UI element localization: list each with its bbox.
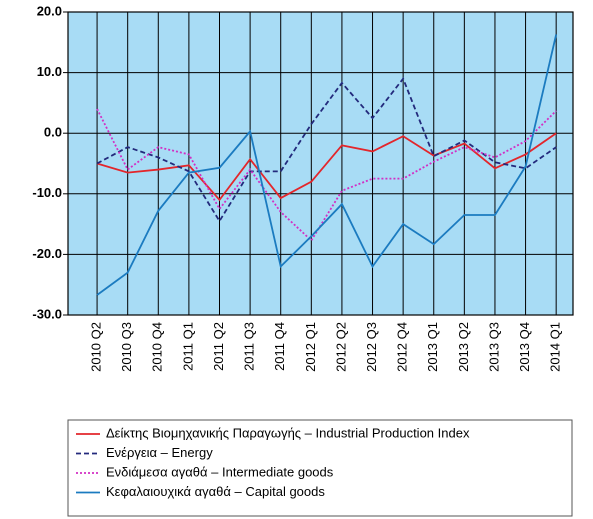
x-tick-label: 2010 Q4 bbox=[150, 322, 165, 372]
x-tick-label: 2013 Q4 bbox=[517, 322, 532, 372]
x-tick-label: 2013 Q2 bbox=[456, 322, 471, 372]
x-tick-label: 2012 Q3 bbox=[364, 322, 379, 372]
y-tick-label: -20.0 bbox=[32, 246, 62, 261]
y-tick-label: -30.0 bbox=[32, 306, 62, 321]
x-tick-label: 2010 Q2 bbox=[89, 322, 104, 372]
series-line bbox=[96, 76, 557, 223]
x-tick-label: 2012 Q4 bbox=[395, 322, 410, 372]
legend-box bbox=[67, 419, 573, 517]
y-tick-label: 0.0 bbox=[44, 125, 62, 140]
series-line bbox=[96, 132, 557, 202]
x-tick-label: 2011 Q4 bbox=[272, 322, 287, 371]
x-tick-label: 2013 Q1 bbox=[425, 322, 440, 372]
plot-border bbox=[67, 11, 574, 316]
x-tick-label: 2012 Q2 bbox=[333, 322, 348, 372]
y-tick-label: -10.0 bbox=[32, 185, 62, 200]
x-tick-label: 2011 Q1 bbox=[180, 322, 195, 371]
legend-label: Ενδιάμεσα αγαθά – Intermediate goods bbox=[106, 464, 334, 479]
x-tick-label: 2011 Q2 bbox=[211, 322, 226, 371]
legend-label: Κεφαλαιουχικά αγαθά – Capital goods bbox=[106, 484, 325, 499]
series-line bbox=[96, 108, 557, 242]
y-tick-label: 10.0 bbox=[37, 64, 62, 79]
x-tick-label: 2014 Q1 bbox=[548, 322, 563, 372]
x-tick-label: 2012 Q1 bbox=[303, 322, 318, 372]
x-tick-label: 2010 Q3 bbox=[119, 322, 134, 372]
x-tick-label: 2011 Q3 bbox=[242, 322, 257, 371]
series-line bbox=[96, 34, 558, 296]
legend-label: Ενέργεια – Energy bbox=[106, 445, 213, 460]
legend-label: Δείκτης Βιομηχανικής Παραγωγής – Industr… bbox=[106, 425, 470, 440]
y-tick-label: 20.0 bbox=[37, 3, 62, 18]
x-tick-label: 2013 Q3 bbox=[486, 322, 501, 372]
